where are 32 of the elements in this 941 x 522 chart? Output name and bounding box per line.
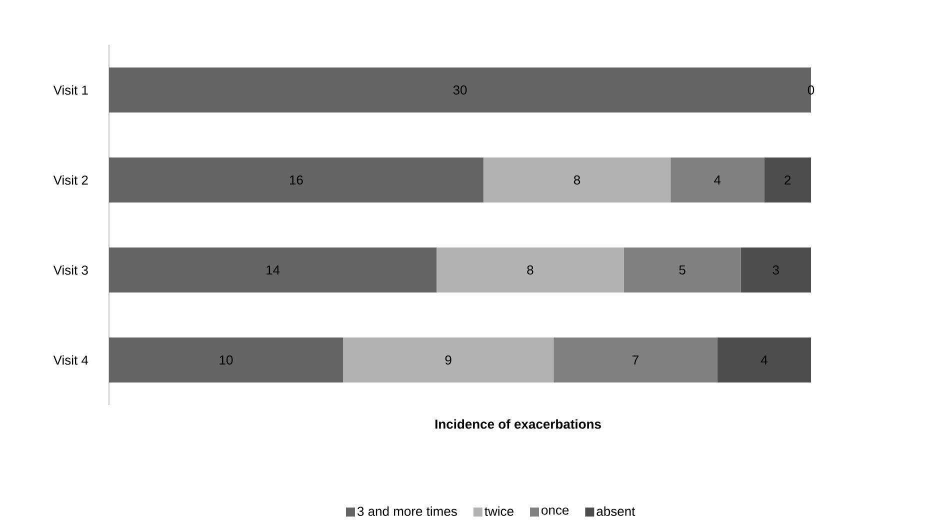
data-label: 4 (760, 356, 768, 365)
data-label: 4 (714, 176, 721, 185)
data-label: 16 (290, 176, 303, 185)
data-label: 7 (632, 356, 638, 365)
data-label: 14 (266, 266, 280, 275)
bar (740, 248, 812, 293)
data-label: 2 (784, 176, 791, 185)
bar (436, 248, 624, 293)
data-label: 9 (445, 356, 452, 365)
y-tick-label: Visit 3 (53, 265, 88, 275)
data-label: 30 (453, 86, 467, 95)
data-label: 8 (527, 266, 534, 275)
data-label: 3 (772, 266, 779, 275)
bar (670, 158, 764, 203)
y-tick-label: Visit 1 (53, 85, 88, 95)
legend-label: once (542, 508, 569, 515)
data-label: 8 (574, 176, 580, 185)
y-tick-label: Visit 2 (53, 175, 88, 185)
bar (717, 338, 812, 383)
bar (624, 248, 741, 293)
bar (764, 158, 812, 203)
bar (483, 158, 671, 203)
legend-label: 3 and more times (357, 506, 457, 516)
data-label: 0 (808, 86, 814, 95)
y-tick-label: Visit 4 (53, 355, 88, 365)
legend-label: twice (484, 506, 514, 516)
x-axis-title: Incidence of exacerbations (435, 419, 601, 429)
data-label: 5 (679, 266, 686, 275)
bar (343, 338, 554, 383)
legend-label: absent (596, 506, 636, 516)
data-label: 10 (220, 356, 233, 365)
bar (554, 338, 718, 383)
